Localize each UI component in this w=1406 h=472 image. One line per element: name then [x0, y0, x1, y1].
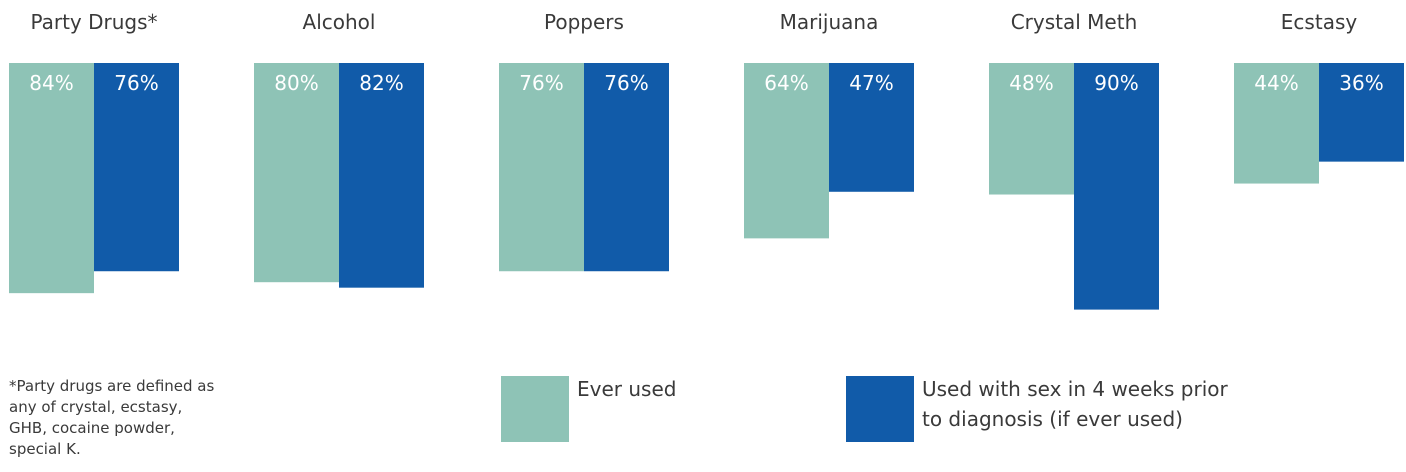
data-label: 47% [849, 71, 893, 95]
data-label: 82% [359, 71, 403, 95]
data-label: 76% [604, 71, 648, 95]
data-label: 84% [29, 71, 73, 95]
bar [9, 63, 94, 294]
legend-label-used-with-sex: Used with sex in 4 weeks prior to diagno… [922, 374, 1228, 434]
legend-used-with-sex: Used with sex in 4 weeks prior to diagno… [846, 376, 1228, 442]
legend-label-used-with-sex-line2: to diagnosis (if ever used) [922, 407, 1183, 431]
legend-swatch-ever-used [501, 376, 569, 442]
bar [1074, 63, 1159, 310]
bar [744, 63, 829, 239]
legend-ever-used: Ever used [501, 376, 676, 442]
bar [989, 63, 1074, 195]
bar [1319, 63, 1404, 162]
data-label: 64% [764, 71, 808, 95]
legend-label-ever-used: Ever used [577, 377, 677, 401]
bar [94, 63, 179, 272]
legend-label-used-with-sex-line1: Used with sex in 4 weeks prior [922, 377, 1228, 401]
bar [829, 63, 914, 192]
category-label: Poppers [544, 10, 624, 34]
data-label: 90% [1094, 71, 1138, 95]
category-label: Ecstasy [1281, 10, 1358, 34]
bar [1234, 63, 1319, 184]
bar [254, 63, 339, 283]
bar [584, 63, 669, 272]
bar [339, 63, 424, 288]
category-label: Crystal Meth [1011, 10, 1138, 34]
data-label: 76% [114, 71, 158, 95]
data-label: 36% [1339, 71, 1383, 95]
data-label: 80% [274, 71, 318, 95]
category-label: Party Drugs* [30, 10, 157, 34]
data-label: 76% [519, 71, 563, 95]
data-label: 44% [1254, 71, 1298, 95]
bar [499, 63, 584, 272]
data-label: 48% [1009, 71, 1053, 95]
bar-chart: Party Drugs* Alcohol Poppers Marijuana Cryst… [9, 10, 1404, 310]
category-label: Alcohol [303, 10, 376, 34]
footnote: *Party drugs are defined as any of cryst… [9, 377, 215, 458]
category-label: Marijuana [780, 10, 879, 34]
legend-swatch-used-with-sex [846, 376, 914, 442]
